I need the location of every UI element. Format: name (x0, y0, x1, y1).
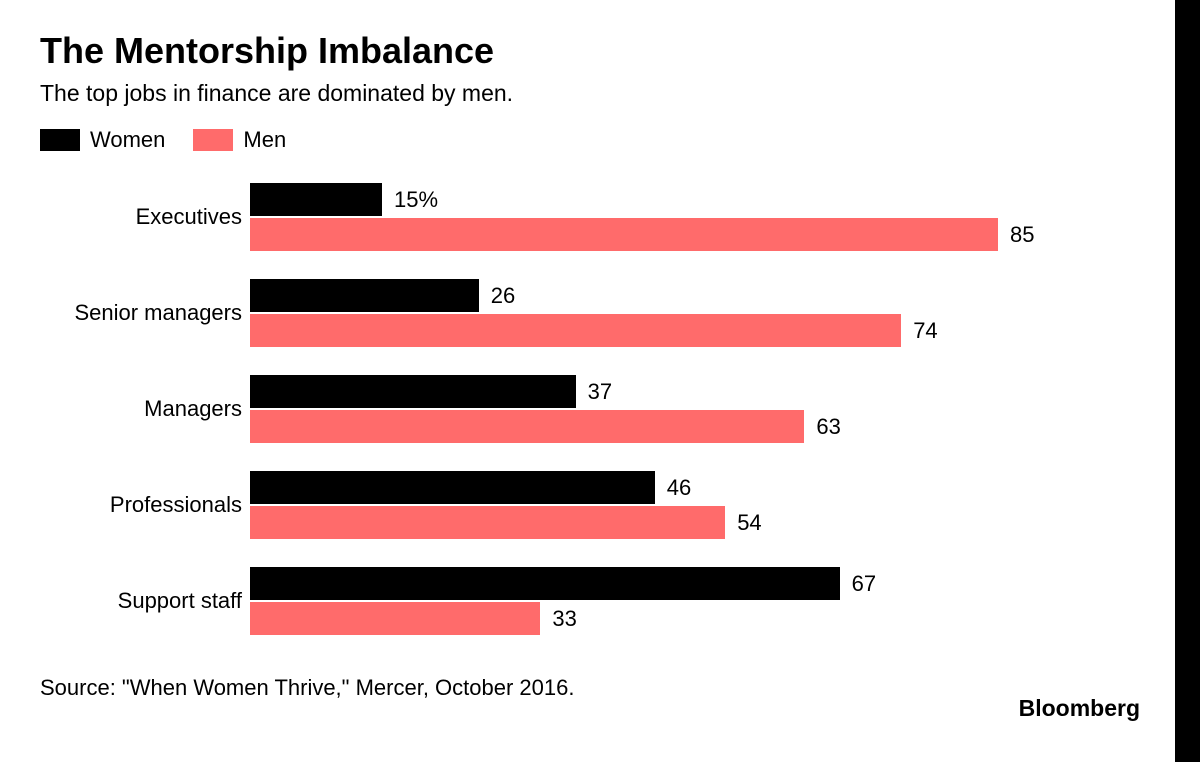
bar-value-men: 33 (552, 606, 576, 632)
bar-women (250, 183, 382, 216)
chart-row: Support staff 67 33 (40, 567, 1135, 635)
category-label: Managers (40, 396, 250, 422)
legend-swatch-women (40, 129, 80, 151)
chart-subtitle: The top jobs in finance are dominated by… (40, 80, 1135, 107)
legend-item-women: Women (40, 127, 165, 153)
legend-item-men: Men (193, 127, 286, 153)
chart-source: Source: "When Women Thrive," Mercer, Oct… (40, 675, 1135, 701)
bar-line-women: 15% (250, 183, 1135, 216)
bar-men (250, 506, 725, 539)
chart-area: Executives 15% 85 Senior managers 26 74 Manage… (40, 183, 1135, 635)
bar-men (250, 602, 540, 635)
chart-row: Senior managers 26 74 (40, 279, 1135, 347)
bar-value-women: 26 (491, 283, 515, 309)
bar-women (250, 471, 655, 504)
bar-value-women: 46 (667, 475, 691, 501)
bar-line-men: 74 (250, 314, 1135, 347)
bars-wrap: 67 33 (250, 567, 1135, 635)
bar-value-men: 85 (1010, 222, 1034, 248)
bar-line-women: 26 (250, 279, 1135, 312)
category-label: Support staff (40, 588, 250, 614)
legend-label-women: Women (90, 127, 165, 153)
bar-line-women: 37 (250, 375, 1135, 408)
bar-men (250, 314, 901, 347)
chart-row: Managers 37 63 (40, 375, 1135, 443)
legend-swatch-men (193, 129, 233, 151)
bar-value-men: 54 (737, 510, 761, 536)
right-stripe (1175, 0, 1200, 762)
bar-line-women: 46 (250, 471, 1135, 504)
chart-legend: Women Men (40, 127, 1135, 153)
bar-line-men: 63 (250, 410, 1135, 443)
chart-row: Executives 15% 85 (40, 183, 1135, 251)
bars-wrap: 15% 85 (250, 183, 1135, 251)
category-label: Executives (40, 204, 250, 230)
legend-label-men: Men (243, 127, 286, 153)
bar-line-women: 67 (250, 567, 1135, 600)
bar-line-men: 54 (250, 506, 1135, 539)
bar-men (250, 410, 804, 443)
bars-wrap: 37 63 (250, 375, 1135, 443)
chart-title: The Mentorship Imbalance (40, 30, 1135, 72)
bar-men (250, 218, 998, 251)
bars-wrap: 46 54 (250, 471, 1135, 539)
bar-value-women: 37 (588, 379, 612, 405)
bar-value-men: 63 (816, 414, 840, 440)
category-label: Senior managers (40, 300, 250, 326)
bar-women (250, 279, 479, 312)
chart-container: The Mentorship Imbalance The top jobs in… (0, 0, 1175, 731)
category-label: Professionals (40, 492, 250, 518)
bar-line-men: 85 (250, 218, 1135, 251)
brand-logo: Bloomberg (1019, 695, 1140, 722)
bar-women (250, 375, 576, 408)
bars-wrap: 26 74 (250, 279, 1135, 347)
chart-row: Professionals 46 54 (40, 471, 1135, 539)
bar-line-men: 33 (250, 602, 1135, 635)
bar-value-women: 15% (394, 187, 438, 213)
bar-women (250, 567, 840, 600)
bar-value-women: 67 (852, 571, 876, 597)
bar-value-men: 74 (913, 318, 937, 344)
